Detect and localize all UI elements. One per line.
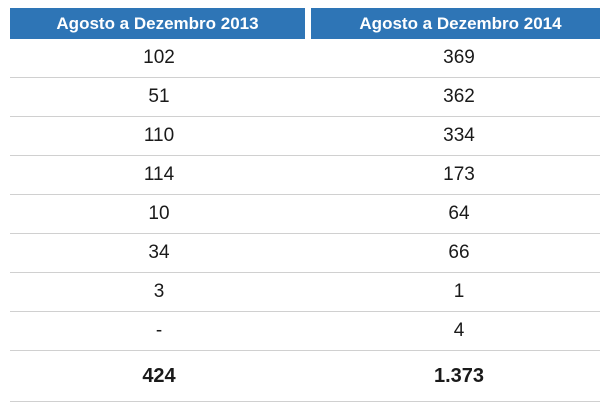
table-row: 3 1 [10,273,600,312]
cell-2014: 369 [308,39,600,78]
comparison-table: Agosto a Dezembro 2013 Agosto a Dezembro… [10,8,600,402]
cell-2013: - [10,312,308,351]
table-row: 34 66 [10,234,600,273]
column-header-2014: Agosto a Dezembro 2014 [308,8,600,39]
cell-2014: 1 [308,273,600,312]
table-row: - 4 [10,312,600,351]
comparison-table-container: Agosto a Dezembro 2013 Agosto a Dezembro… [10,8,600,402]
table-row: 110 334 [10,117,600,156]
cell-2014: 66 [308,234,600,273]
cell-2014: 362 [308,78,600,117]
cell-2013: 51 [10,78,308,117]
cell-2013: 10 [10,195,308,234]
cell-2013: 34 [10,234,308,273]
table-row: 114 173 [10,156,600,195]
cell-2013: 3 [10,273,308,312]
totals-row: 424 1.373 [10,351,600,402]
cell-2013: 102 [10,39,308,78]
cell-2014: 64 [308,195,600,234]
total-2014: 1.373 [308,351,600,402]
cell-2013: 114 [10,156,308,195]
cell-2014: 4 [308,312,600,351]
table-row: 51 362 [10,78,600,117]
table-row: 102 369 [10,39,600,78]
header-row: Agosto a Dezembro 2013 Agosto a Dezembro… [10,8,600,39]
cell-2013: 110 [10,117,308,156]
cell-2014: 173 [308,156,600,195]
total-2013: 424 [10,351,308,402]
cell-2014: 334 [308,117,600,156]
column-header-2013: Agosto a Dezembro 2013 [10,8,308,39]
table-row: 10 64 [10,195,600,234]
